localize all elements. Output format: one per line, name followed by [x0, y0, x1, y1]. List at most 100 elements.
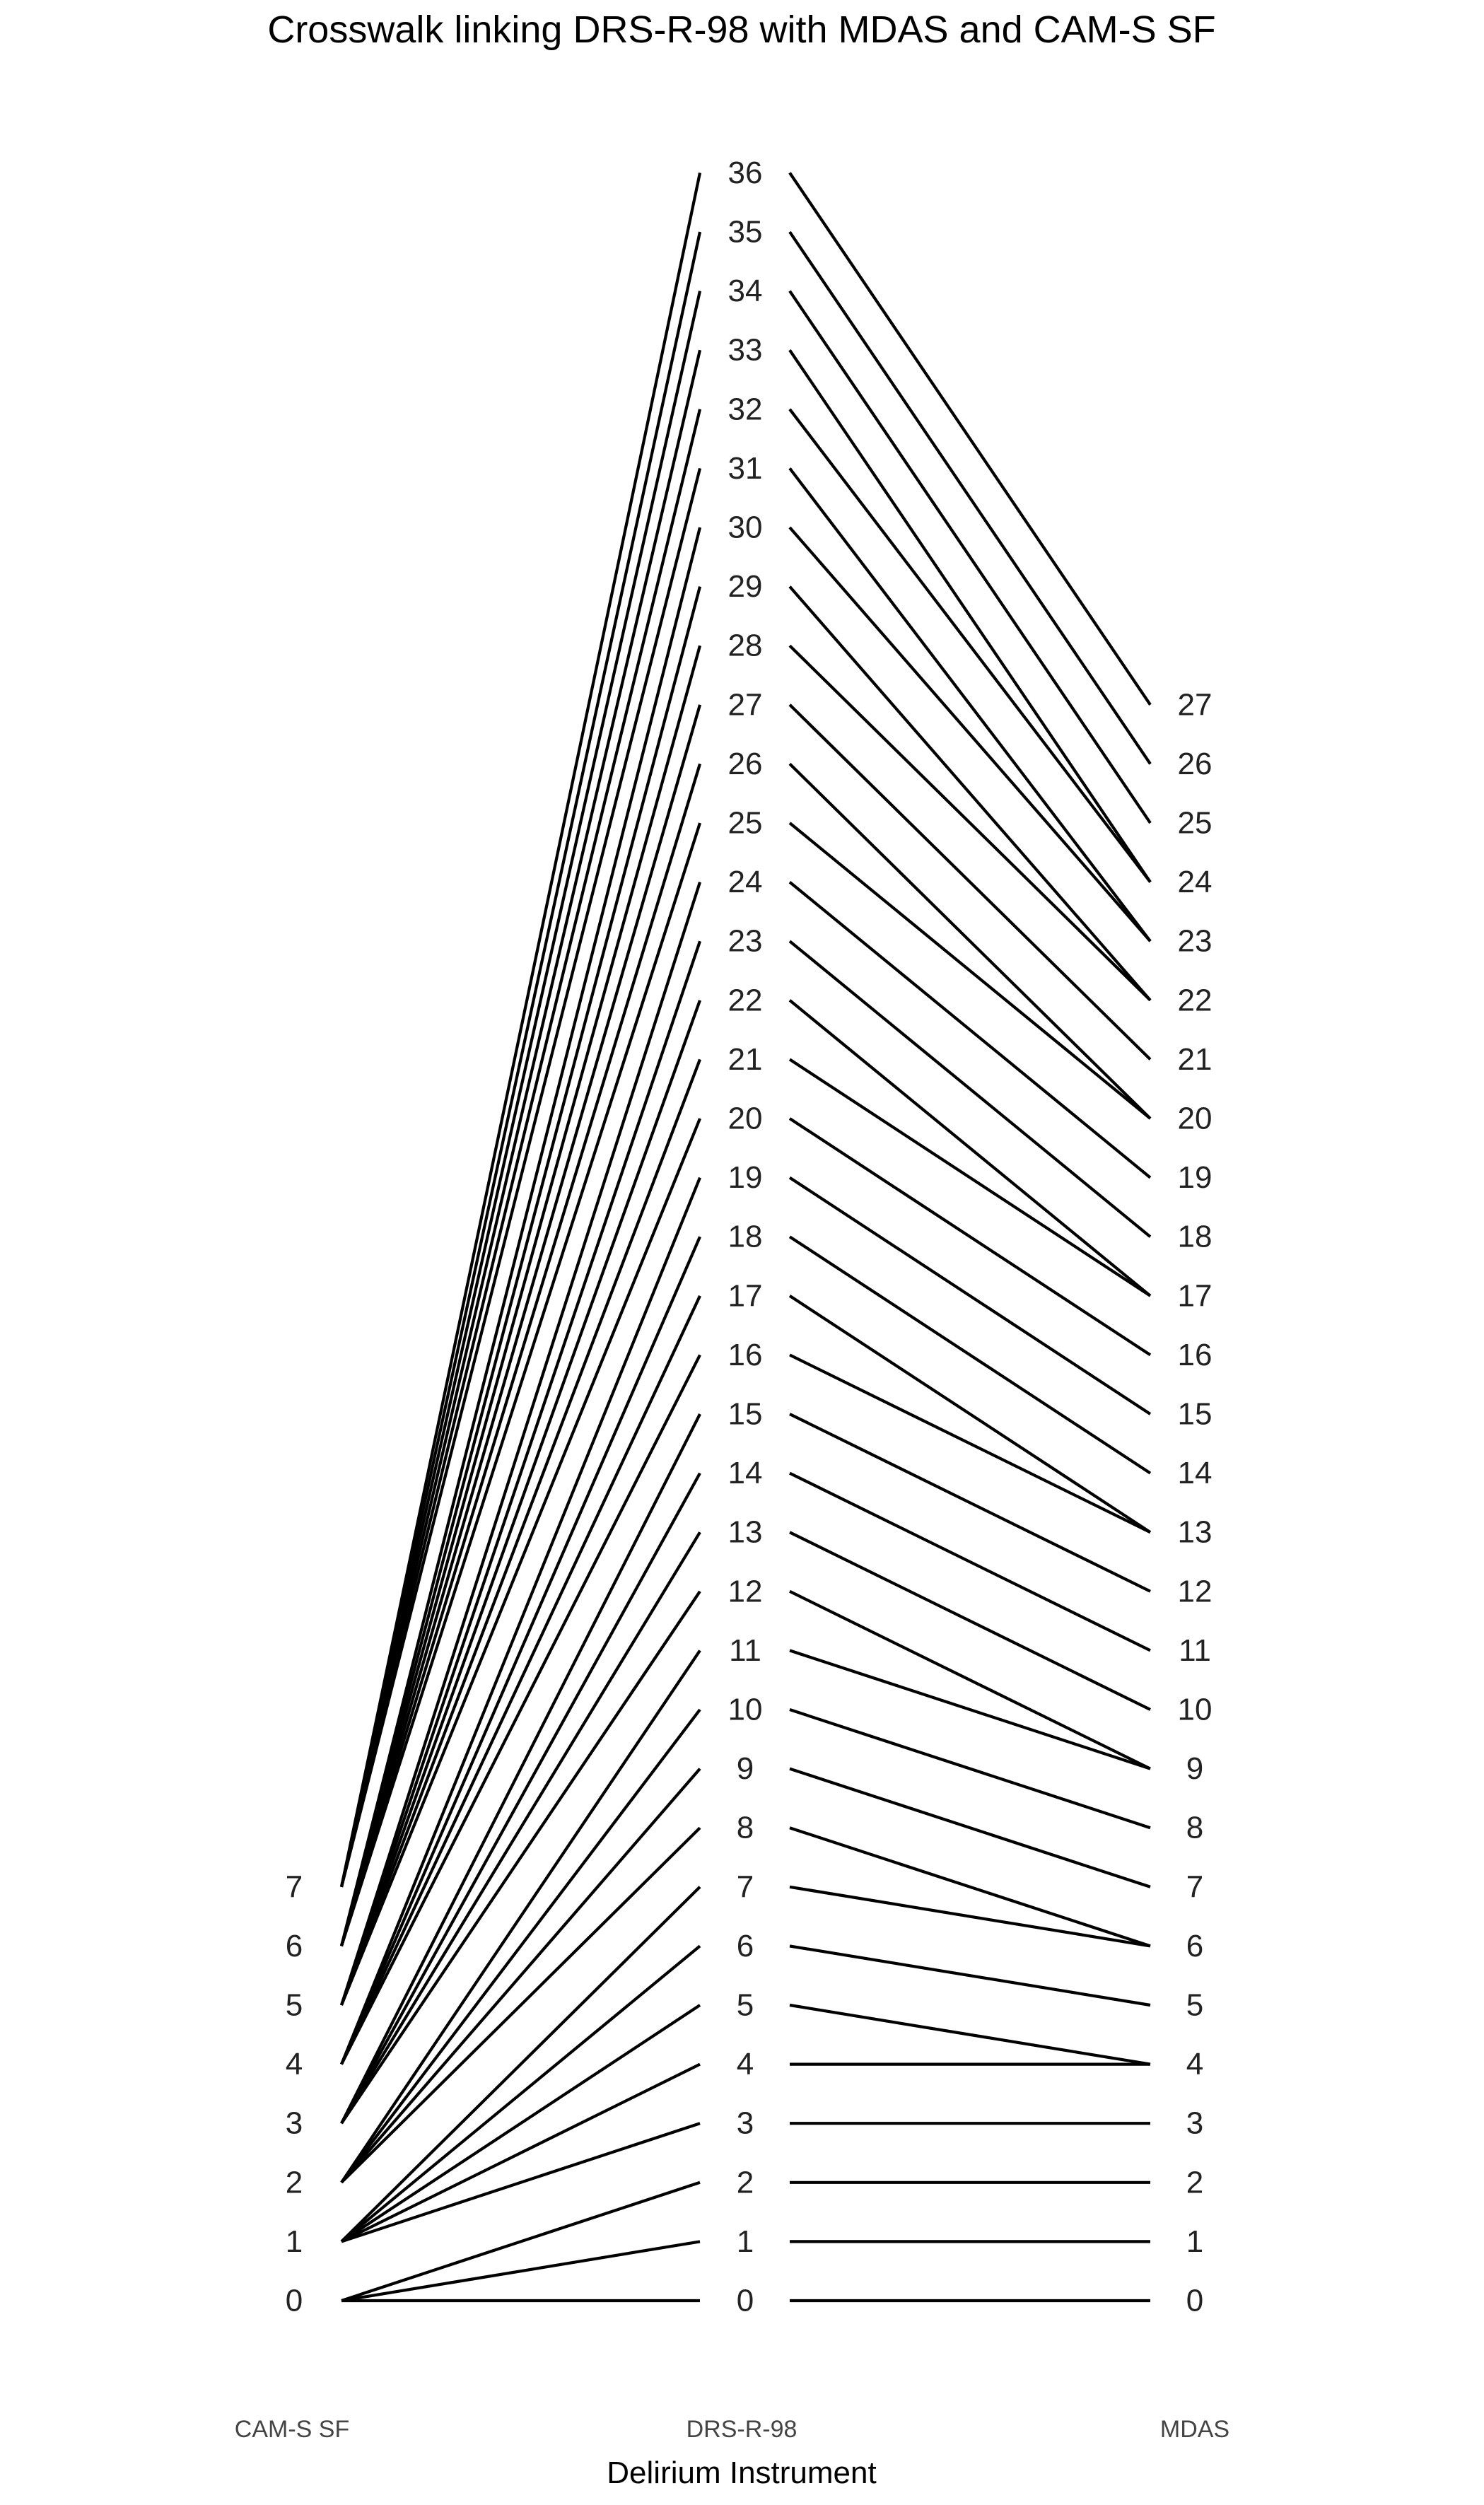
- drs-mdas-link: [788, 172, 1152, 706]
- drs-tick-label: 35: [728, 215, 763, 250]
- drs-mdas-link: [789, 1649, 1151, 1770]
- cams-drs-link: [339, 704, 702, 1946]
- cams-drs-link: [340, 1649, 701, 2183]
- drs-tick-label: 18: [728, 1220, 763, 1254]
- cams-drs-link: [340, 1590, 701, 2125]
- cams-drs-link: [340, 1118, 701, 2006]
- drs-tick-label: 15: [728, 1397, 763, 1432]
- drs-mdas-link: [788, 408, 1152, 883]
- drs-tick-label: 36: [728, 156, 763, 190]
- cams-drs-link: [340, 1886, 701, 2243]
- drs-tick-label: 29: [728, 569, 763, 604]
- drs-mdas-link: [788, 349, 1152, 883]
- drs-mdas-link: [788, 644, 1152, 1002]
- drs-mdas-link: [789, 2003, 1151, 2066]
- cams-tick-label: 4: [286, 2047, 303, 2081]
- mdas-tick-label: 19: [1178, 1160, 1213, 1195]
- drs-mdas-link: [789, 1471, 1151, 1652]
- cams-drs-link: [340, 1058, 701, 2006]
- column-label-mdas: MDAS: [1160, 2416, 1229, 2443]
- cams-drs-link: [339, 291, 702, 1888]
- mdas-tick-label: 8: [1186, 1811, 1203, 1845]
- drs-mdas-link: [789, 1353, 1151, 1534]
- cams-tick-labels: 0 1 2 3 4 5 6 7: [286, 1869, 303, 2318]
- drs-tick-label: 23: [728, 924, 763, 959]
- mdas-tick-label: 11: [1179, 1633, 1211, 1668]
- cams-drs-link: [340, 2004, 701, 2243]
- mdas-tick-label: 3: [1186, 2106, 1203, 2141]
- cams-drs-link: [339, 409, 702, 1888]
- cams-drs-link: [339, 527, 702, 1946]
- drs-mdas-link: [789, 1944, 1151, 2007]
- drs-mdas-link: [788, 940, 1152, 1238]
- cams-tick-label: 5: [286, 1988, 303, 2023]
- cams-drs-link: [341, 2180, 701, 2302]
- drs-tick-label: 2: [737, 2165, 754, 2200]
- cams-tick-label: 7: [286, 1869, 303, 1904]
- drs-mdas-link: [789, 1531, 1151, 1711]
- cams-drs-link: [340, 1295, 701, 2065]
- cams-drs-link: [339, 763, 702, 1947]
- drs-mdas-link: [788, 762, 1152, 1120]
- mdas-tick-label: 24: [1178, 865, 1213, 899]
- cams-drs-link: [339, 467, 702, 1888]
- mdas-tick-label: 23: [1178, 924, 1213, 959]
- mdas-tick-label: 26: [1178, 747, 1213, 781]
- drs-tick-label: 9: [737, 1751, 754, 1786]
- drs-tick-label: 25: [728, 806, 763, 841]
- drs-tick-label: 13: [728, 1515, 763, 1550]
- cams-drs-link: [340, 1531, 701, 2125]
- cams-drs-link: [340, 1944, 701, 2243]
- drs-tick-label: 26: [728, 747, 763, 781]
- drs-tick-label: 4: [737, 2047, 754, 2081]
- mdas-tick-label: 15: [1178, 1397, 1213, 1432]
- drs-mdas-link: [789, 1826, 1151, 1948]
- drs-tick-label: 8: [737, 1811, 754, 1845]
- cams-drs-link: [341, 2122, 701, 2243]
- mdas-tick-label: 20: [1178, 1102, 1213, 1136]
- cams-tick-label: 6: [286, 1929, 303, 1963]
- cams-drs-link: [339, 645, 702, 1946]
- mdas-tick-label: 7: [1186, 1869, 1203, 1904]
- drs-mdas-link: [788, 822, 1152, 1120]
- mdas-tick-label: 6: [1186, 1929, 1203, 1963]
- mdas-tick-label: 4: [1186, 2047, 1203, 2081]
- drs-mdas-link: [788, 1117, 1152, 1357]
- cams-drs-link: [340, 1176, 701, 2065]
- mdas-tick-label: 17: [1178, 1278, 1213, 1313]
- drs-mdas-link: [788, 290, 1152, 824]
- drs-tick-label: 24: [728, 865, 763, 899]
- mdas-tick-label: 9: [1186, 1751, 1203, 1786]
- mdas-tick-label: 2: [1186, 2165, 1203, 2200]
- mdas-tick-label: 18: [1178, 1220, 1213, 1254]
- mdas-tick-label: 16: [1178, 1338, 1213, 1372]
- drs-tick-label: 20: [728, 1102, 763, 1136]
- drs-tick-label: 30: [728, 510, 763, 545]
- cams-drs-link: [340, 1354, 701, 2065]
- cams-drs-link: [339, 586, 702, 1946]
- drs-tick-label: 14: [728, 1456, 763, 1490]
- drs-tick-label: 28: [728, 629, 763, 663]
- drs-tick-label: 31: [728, 451, 763, 486]
- cams-drs-link: [339, 231, 702, 1888]
- drs-tick-label: 16: [728, 1338, 763, 1372]
- drs-mdas-link: [789, 1767, 1151, 1888]
- drs-tick-label: 7: [737, 1869, 754, 1904]
- drs-tick-label: 33: [728, 333, 763, 368]
- drs-mdas-link: [788, 703, 1152, 1061]
- cams-drs-link: [339, 881, 702, 2006]
- mdas-tick-label: 13: [1178, 1515, 1213, 1550]
- cams-drs-link: [341, 2240, 701, 2303]
- drs-mdas-link: [789, 1413, 1151, 1593]
- drs-tick-label: 3: [737, 2106, 754, 2141]
- mdas-tick-label: 12: [1178, 1574, 1213, 1608]
- drs-tick-label: 22: [728, 983, 763, 1017]
- cams-drs-links: [339, 172, 702, 2303]
- drs-tick-label: 17: [728, 1278, 763, 1313]
- drs-tick-label: 32: [728, 392, 763, 426]
- drs-tick-label: 1: [737, 2224, 754, 2259]
- drs-tick-label: 10: [728, 1693, 763, 1727]
- cams-tick-label: 0: [286, 2284, 303, 2318]
- cams-drs-link: [339, 822, 702, 1947]
